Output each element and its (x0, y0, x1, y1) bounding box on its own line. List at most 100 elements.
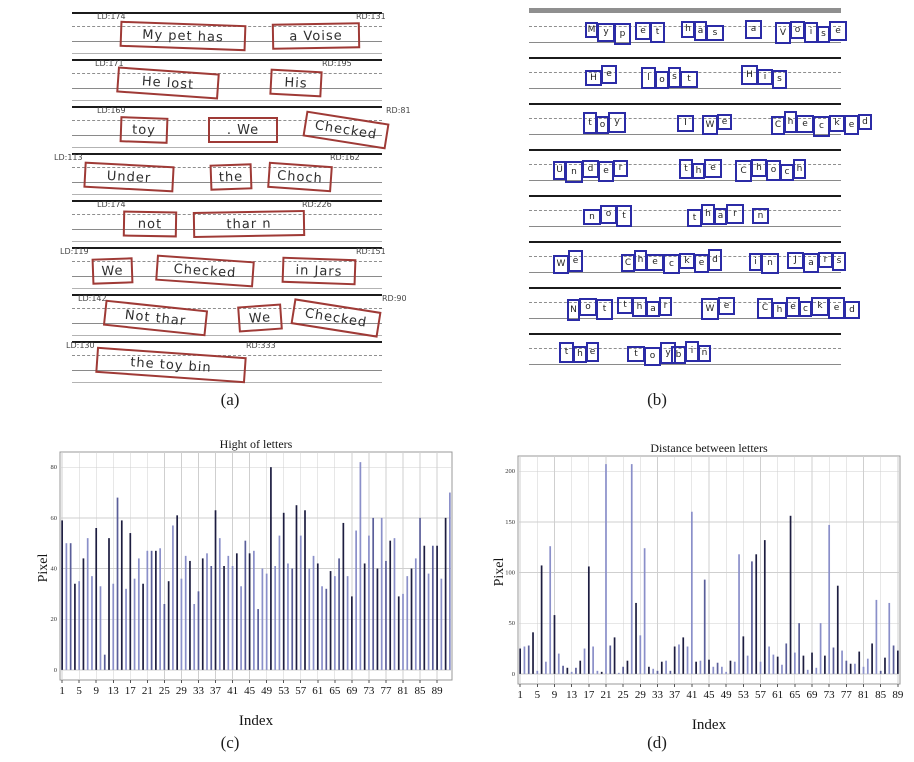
letter-box: H (741, 65, 758, 85)
handwriting-line: LD:171 RD:195 He lost His (72, 59, 382, 106)
letter-group: a (745, 20, 762, 40)
bar (596, 670, 599, 674)
right-distance-label: RD:151 (356, 247, 386, 256)
bar (380, 517, 383, 670)
rule-line (529, 26, 841, 27)
bar (103, 654, 106, 670)
bar (397, 596, 400, 670)
bar (605, 464, 607, 674)
bar (414, 558, 417, 670)
bar (527, 645, 530, 674)
letter-box: k (679, 253, 695, 269)
bar (811, 652, 813, 674)
word-box: toy (119, 116, 169, 144)
bar (218, 538, 221, 670)
bar (673, 646, 676, 674)
bar (854, 663, 856, 674)
letter-box: h (772, 301, 787, 319)
rule-line (72, 323, 382, 324)
word-box: the (209, 163, 253, 191)
bar (270, 467, 272, 670)
bar (686, 646, 689, 674)
bar (82, 558, 85, 670)
bar (295, 505, 298, 670)
bar (163, 604, 166, 670)
rule-line (529, 42, 841, 43)
x-tick-label: 89 (892, 689, 904, 701)
x-tick-label: 1 (59, 685, 64, 697)
letter-box: e (718, 297, 735, 315)
chart-c-plot: 0 20 40 60 80 1 5 9 13 17 21 25 29 33 37 41 45 49 53 57 61 65… (51, 451, 453, 697)
bar (751, 561, 753, 674)
bar (682, 637, 685, 674)
bar (566, 667, 569, 674)
letter-box: h (793, 159, 806, 179)
x-tick-label: 49 (721, 689, 733, 701)
bar (159, 548, 161, 670)
word-box: Under (83, 161, 175, 193)
rule-line (72, 194, 382, 195)
caption-c: (c) (220, 733, 240, 752)
letter-box: d (708, 249, 722, 271)
x-tick-label: 65 (789, 689, 801, 701)
right-distance-label: RD:195 (322, 59, 352, 68)
bar (630, 464, 633, 674)
bar (579, 660, 582, 674)
letter-box: o (790, 21, 805, 39)
bar (733, 661, 736, 674)
bar (897, 650, 899, 674)
bar (570, 671, 573, 674)
bar (244, 540, 247, 670)
rule-line (529, 164, 841, 165)
bar (888, 602, 891, 674)
letter-box: o (579, 298, 597, 316)
bar (618, 672, 620, 674)
bar (91, 576, 93, 670)
bar (660, 661, 663, 674)
x-tick-label: 29 (635, 689, 647, 701)
letter-box: I (677, 114, 694, 132)
bar (444, 517, 447, 670)
bar (146, 550, 149, 670)
letter-box: e (646, 253, 664, 271)
bar (819, 623, 822, 674)
bar (609, 645, 612, 674)
letter-box: i (685, 341, 699, 362)
rule-line (72, 382, 382, 383)
letter-box: t (680, 70, 698, 88)
rule-line (72, 370, 382, 371)
x-tick-label: 29 (176, 685, 188, 697)
bar (321, 586, 323, 670)
bar (316, 563, 319, 670)
handwriting-line: LD:169 RD:81 toy . We Checked (72, 106, 411, 153)
rule-line (72, 355, 382, 356)
bar (137, 558, 140, 670)
rule-line (529, 302, 841, 303)
word-box: Not thar (102, 299, 209, 337)
letter-box: e (717, 114, 732, 130)
y-tick-label: 200 (505, 468, 515, 475)
bar (768, 646, 770, 674)
handwriting-line: LD:113 RD:162 Under the Choch (54, 153, 382, 200)
letter-box: r (613, 159, 628, 177)
letter-box: V (775, 22, 791, 44)
rule-line (72, 182, 382, 183)
bar (112, 583, 115, 670)
rule-line (72, 26, 382, 27)
chart-d-ylabel: Pixel (492, 557, 507, 587)
letter-box: l (641, 67, 656, 89)
bar (86, 538, 89, 670)
word-box: not (122, 210, 178, 238)
letter-box: C (735, 160, 752, 182)
y-tick-label: 20 (51, 616, 58, 623)
letter-box: o (600, 204, 617, 224)
letter-box: c (780, 163, 794, 181)
